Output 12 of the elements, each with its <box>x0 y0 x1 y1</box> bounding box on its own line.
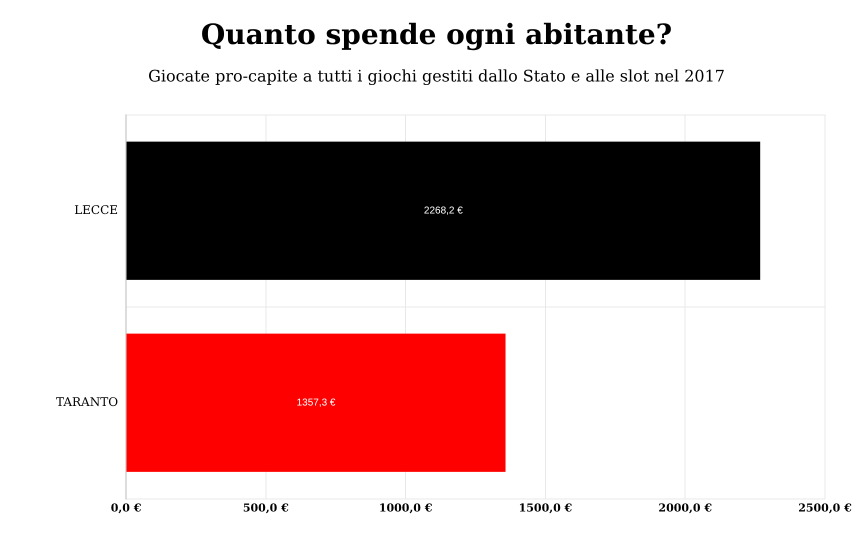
data-label: 1357,3 € <box>296 398 336 409</box>
x-tick-label: 1000,0 € <box>378 501 433 514</box>
data-label: 2268,2 € <box>424 206 464 217</box>
chart-title: Quanto spende ogni abitante? <box>200 18 672 52</box>
x-tick-label: 2500,0 € <box>798 501 852 514</box>
x-tick-label: 1500,0 € <box>518 501 573 514</box>
x-tick-label: 500,0 € <box>242 501 290 514</box>
y-tick-label: LECCE <box>74 202 118 217</box>
chart-subtitle: Giocate pro-capite a tutti i giochi gestiti dallo Stato e alle slot nel 2017 <box>148 66 725 86</box>
x-tick-label: 2000,0 € <box>658 501 712 514</box>
x-tick-label: 0,0 € <box>110 501 142 514</box>
y-tick-label: TARANTO <box>56 394 118 409</box>
